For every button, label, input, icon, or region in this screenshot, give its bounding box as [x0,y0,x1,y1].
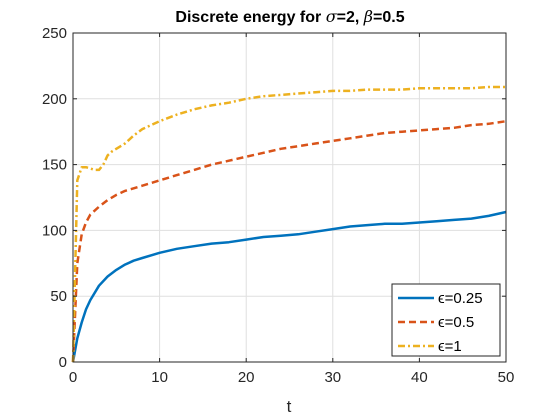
chart-title-beta-value: =0.5 [373,9,405,26]
chart-title-prefix: Discrete energy for [175,9,325,26]
legend-label-2: ϵ=0.5 [438,314,474,331]
chart-title-beta: β [363,7,373,26]
chart-title: Discrete energy for σ=2, β=0.5 [175,7,404,26]
x-tick-label: 10 [151,369,168,386]
legend: ϵ=0.25 ϵ=0.5 ϵ=1 [391,283,501,357]
axes-box [72,32,507,363]
y-tick-label: 150 [42,157,67,174]
x-tick-label: 40 [411,369,428,386]
y-tick-label: 200 [42,91,67,108]
axis-ticks: 0 10 20 30 40 50 0 50 100 150 200 250 [42,25,514,386]
y-tick-label: 50 [50,288,67,305]
x-tick-label: 0 [69,369,77,386]
y-tick-label: 100 [42,222,67,239]
x-tick-label: 20 [238,369,255,386]
x-axis-label: t [287,397,292,416]
y-tick-label: 250 [42,25,67,42]
y-tick-label: 0 [59,354,67,371]
legend-label-1: ϵ=0.25 [438,290,483,307]
series-lines [71,85,507,363]
series-line-3 [71,85,506,363]
legend-label-3: ϵ=1 [438,338,462,355]
series-line-1 [71,210,507,363]
x-tick-label: 50 [498,369,515,386]
chart-title-sigma: σ [326,7,338,26]
chart-title-sigma-value: =2, [337,9,364,26]
legend-box [391,283,501,357]
x-tick-label: 30 [324,369,341,386]
